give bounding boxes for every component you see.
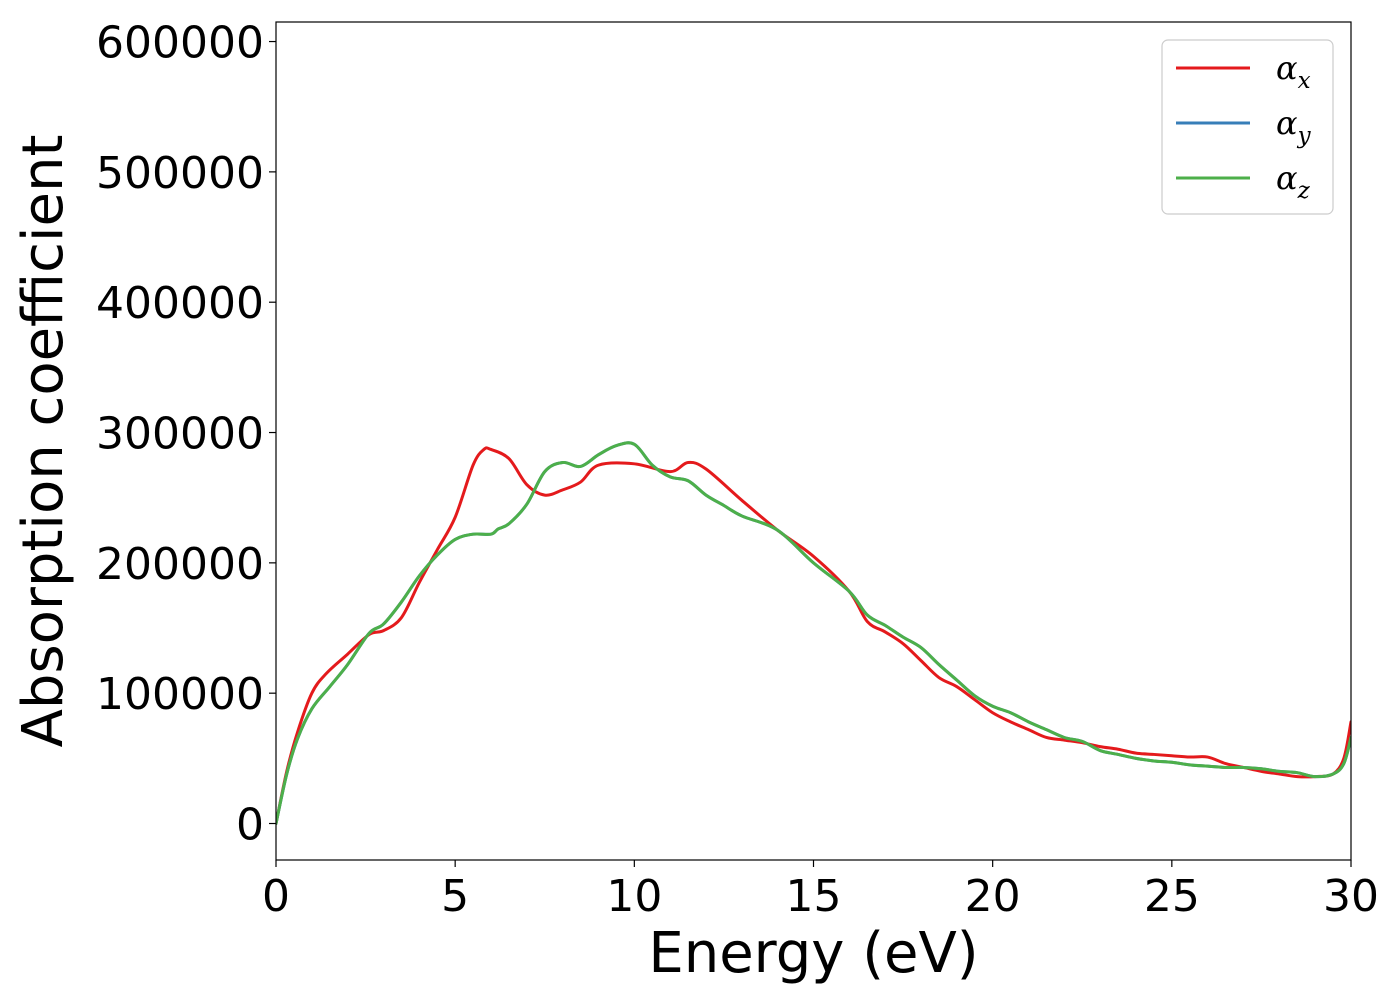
legend-label-subscript: x bbox=[1298, 68, 1311, 94]
x-tick-label: 10 bbox=[606, 871, 662, 922]
y-tick-label: 100000 bbox=[96, 669, 264, 720]
legend-label-subscript: y bbox=[1297, 123, 1312, 149]
y-axis-title: Absorption coefficient bbox=[11, 135, 76, 748]
y-tick-label: 500000 bbox=[96, 148, 264, 199]
legend-label-symbol: α bbox=[1276, 159, 1298, 197]
x-tick-label: 25 bbox=[1144, 871, 1200, 922]
x-tick-label: 30 bbox=[1323, 871, 1379, 922]
y-axis: 0 100000 200000 300000 400000 500000 600000 bbox=[96, 18, 276, 851]
x-axis-title: Energy (eV) bbox=[648, 921, 978, 986]
y-tick-label: 600000 bbox=[96, 18, 264, 69]
y-tick-label: 400000 bbox=[96, 278, 264, 329]
legend-label-symbol: α bbox=[1276, 49, 1298, 87]
series-line-x bbox=[276, 446, 1351, 826]
legend-label-symbol: α bbox=[1276, 104, 1298, 142]
legend-label-z: αz bbox=[1276, 159, 1311, 204]
series-line-z bbox=[276, 441, 1351, 826]
y-tick-label: 0 bbox=[236, 800, 264, 851]
y-tick-label: 300000 bbox=[96, 409, 264, 460]
x-tick-label: 0 bbox=[262, 871, 290, 922]
series-layer bbox=[276, 441, 1351, 826]
series-line-y bbox=[276, 441, 1351, 826]
x-tick-label: 5 bbox=[441, 871, 469, 922]
x-tick-label: 20 bbox=[965, 871, 1021, 922]
legend-label-x: αx bbox=[1276, 49, 1311, 94]
legend-label-y: αy bbox=[1276, 104, 1312, 149]
y-tick-label: 200000 bbox=[96, 539, 264, 590]
x-tick-label: 15 bbox=[786, 871, 842, 922]
legend-label-subscript: z bbox=[1297, 178, 1311, 204]
legend-box bbox=[1161, 39, 1334, 215]
x-axis: 0 5 10 15 20 25 30 bbox=[262, 860, 1379, 922]
